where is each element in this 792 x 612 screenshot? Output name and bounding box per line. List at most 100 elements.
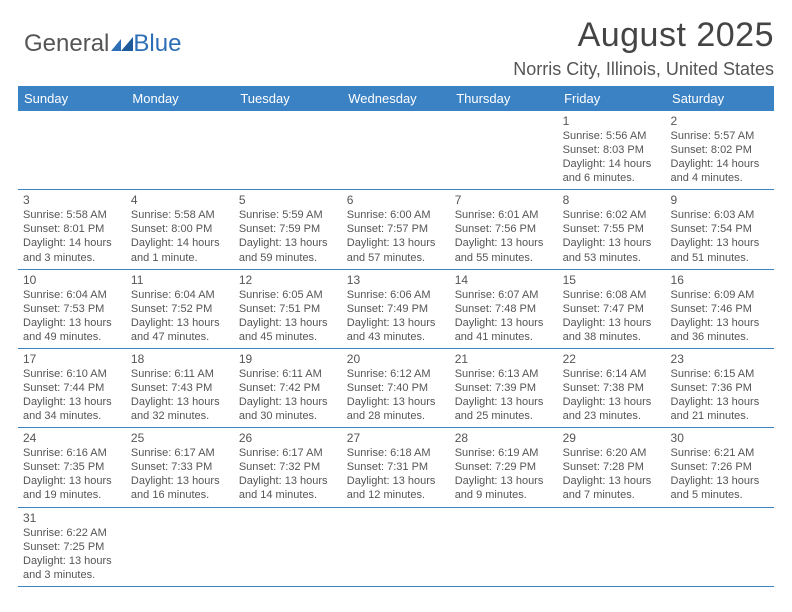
cell-daylight2: and 55 minutes. (455, 251, 553, 265)
day-header: Tuesday (234, 86, 342, 111)
cell-sunrise: Sunrise: 6:15 AM (671, 367, 769, 381)
calendar-cell: 11Sunrise: 6:04 AMSunset: 7:52 PMDayligh… (126, 269, 234, 348)
day-number: 2 (671, 114, 769, 128)
cell-daylight1: Daylight: 13 hours (239, 395, 337, 409)
cell-sunrise: Sunrise: 6:13 AM (455, 367, 553, 381)
cell-sunset: Sunset: 7:42 PM (239, 381, 337, 395)
cell-daylight1: Daylight: 13 hours (563, 316, 661, 330)
day-number: 11 (131, 273, 229, 287)
day-number: 3 (23, 193, 121, 207)
cell-sunset: Sunset: 7:29 PM (455, 460, 553, 474)
day-number: 19 (239, 352, 337, 366)
calendar-cell (342, 111, 450, 190)
cell-daylight1: Daylight: 13 hours (131, 395, 229, 409)
cell-daylight1: Daylight: 13 hours (671, 316, 769, 330)
cell-sunset: Sunset: 7:32 PM (239, 460, 337, 474)
calendar-cell (450, 111, 558, 190)
day-number: 18 (131, 352, 229, 366)
cell-daylight1: Daylight: 13 hours (239, 316, 337, 330)
cell-daylight2: and 23 minutes. (563, 409, 661, 423)
logo-word1: General (24, 30, 109, 58)
calendar-cell: 29Sunrise: 6:20 AMSunset: 7:28 PMDayligh… (558, 428, 666, 507)
calendar-cell (342, 507, 450, 586)
calendar-cell: 16Sunrise: 6:09 AMSunset: 7:46 PMDayligh… (666, 269, 774, 348)
cell-daylight1: Daylight: 13 hours (563, 236, 661, 250)
cell-sunrise: Sunrise: 6:09 AM (671, 288, 769, 302)
cell-daylight1: Daylight: 13 hours (563, 474, 661, 488)
cell-sunrise: Sunrise: 6:04 AM (23, 288, 121, 302)
calendar-cell: 30Sunrise: 6:21 AMSunset: 7:26 PMDayligh… (666, 428, 774, 507)
cell-sunset: Sunset: 7:47 PM (563, 302, 661, 316)
cell-daylight2: and 47 minutes. (131, 330, 229, 344)
cell-sunset: Sunset: 7:39 PM (455, 381, 553, 395)
cell-daylight1: Daylight: 13 hours (455, 395, 553, 409)
cell-sunrise: Sunrise: 6:22 AM (23, 526, 121, 540)
day-header: Monday (126, 86, 234, 111)
cell-daylight2: and 19 minutes. (23, 488, 121, 502)
cell-sunset: Sunset: 7:57 PM (347, 222, 445, 236)
title-block: August 2025 Norris City, Illinois, Unite… (513, 16, 774, 80)
day-number: 8 (563, 193, 661, 207)
cell-daylight2: and 53 minutes. (563, 251, 661, 265)
cell-sunset: Sunset: 8:03 PM (563, 143, 661, 157)
cell-sunrise: Sunrise: 6:12 AM (347, 367, 445, 381)
cell-sunset: Sunset: 7:36 PM (671, 381, 769, 395)
day-number: 16 (671, 273, 769, 287)
calendar-cell (126, 111, 234, 190)
day-number: 20 (347, 352, 445, 366)
calendar-cell: 8Sunrise: 6:02 AMSunset: 7:55 PMDaylight… (558, 190, 666, 269)
cell-sunrise: Sunrise: 5:58 AM (23, 208, 121, 222)
cell-sunrise: Sunrise: 6:07 AM (455, 288, 553, 302)
cell-sunset: Sunset: 7:35 PM (23, 460, 121, 474)
calendar-cell: 13Sunrise: 6:06 AMSunset: 7:49 PMDayligh… (342, 269, 450, 348)
cell-daylight2: and 49 minutes. (23, 330, 121, 344)
logo-word2: Blue (133, 30, 181, 58)
cell-sunset: Sunset: 7:38 PM (563, 381, 661, 395)
day-header: Saturday (666, 86, 774, 111)
cell-sunset: Sunset: 7:48 PM (455, 302, 553, 316)
logo: General Blue (24, 30, 181, 58)
cell-sunset: Sunset: 7:59 PM (239, 222, 337, 236)
cell-daylight2: and 5 minutes. (671, 488, 769, 502)
cell-daylight2: and 4 minutes. (671, 171, 769, 185)
cell-sunrise: Sunrise: 6:04 AM (131, 288, 229, 302)
cell-daylight1: Daylight: 13 hours (131, 474, 229, 488)
cell-sunset: Sunset: 7:31 PM (347, 460, 445, 474)
cell-sunrise: Sunrise: 6:16 AM (23, 446, 121, 460)
day-number: 30 (671, 431, 769, 445)
calendar-cell: 10Sunrise: 6:04 AMSunset: 7:53 PMDayligh… (18, 269, 126, 348)
cell-daylight1: Daylight: 13 hours (23, 316, 121, 330)
calendar-cell: 27Sunrise: 6:18 AMSunset: 7:31 PMDayligh… (342, 428, 450, 507)
calendar-cell: 31Sunrise: 6:22 AMSunset: 7:25 PMDayligh… (18, 507, 126, 586)
logo-mark-icon (111, 30, 133, 58)
cell-daylight2: and 3 minutes. (23, 568, 121, 582)
cell-daylight1: Daylight: 13 hours (563, 395, 661, 409)
calendar-week: 24Sunrise: 6:16 AMSunset: 7:35 PMDayligh… (18, 428, 774, 507)
cell-daylight1: Daylight: 13 hours (455, 474, 553, 488)
day-number: 17 (23, 352, 121, 366)
header: General Blue August 2025 Norris City, Il… (18, 16, 774, 80)
cell-daylight2: and 34 minutes. (23, 409, 121, 423)
calendar-cell: 5Sunrise: 5:59 AMSunset: 7:59 PMDaylight… (234, 190, 342, 269)
cell-sunrise: Sunrise: 6:11 AM (239, 367, 337, 381)
cell-sunrise: Sunrise: 5:59 AM (239, 208, 337, 222)
calendar-cell: 20Sunrise: 6:12 AMSunset: 7:40 PMDayligh… (342, 348, 450, 427)
cell-daylight2: and 3 minutes. (23, 251, 121, 265)
calendar-table: SundayMondayTuesdayWednesdayThursdayFrid… (18, 86, 774, 587)
calendar-cell: 22Sunrise: 6:14 AMSunset: 7:38 PMDayligh… (558, 348, 666, 427)
calendar-cell (126, 507, 234, 586)
cell-sunset: Sunset: 7:44 PM (23, 381, 121, 395)
calendar-cell: 14Sunrise: 6:07 AMSunset: 7:48 PMDayligh… (450, 269, 558, 348)
cell-daylight1: Daylight: 13 hours (239, 474, 337, 488)
day-number: 22 (563, 352, 661, 366)
calendar-cell: 19Sunrise: 6:11 AMSunset: 7:42 PMDayligh… (234, 348, 342, 427)
calendar-week: 3Sunrise: 5:58 AMSunset: 8:01 PMDaylight… (18, 190, 774, 269)
cell-sunrise: Sunrise: 6:03 AM (671, 208, 769, 222)
cell-sunrise: Sunrise: 6:21 AM (671, 446, 769, 460)
calendar-cell: 9Sunrise: 6:03 AMSunset: 7:54 PMDaylight… (666, 190, 774, 269)
calendar-cell (558, 507, 666, 586)
cell-daylight2: and 7 minutes. (563, 488, 661, 502)
day-number: 13 (347, 273, 445, 287)
day-number: 1 (563, 114, 661, 128)
day-header: Sunday (18, 86, 126, 111)
